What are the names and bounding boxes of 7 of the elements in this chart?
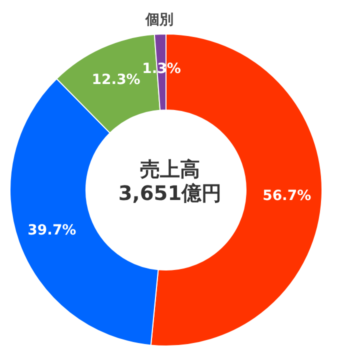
- data-label: 12.3%: [92, 72, 140, 88]
- text: 3,651億円: [118, 181, 222, 205]
- text: 売上高: [140, 157, 200, 181]
- slice-label: 個別: [144, 12, 174, 28]
- data-label: 56.7%: [262, 188, 312, 204]
- data-label: 39.7%: [28, 222, 76, 238]
- data-label: 1.3%: [142, 61, 181, 78]
